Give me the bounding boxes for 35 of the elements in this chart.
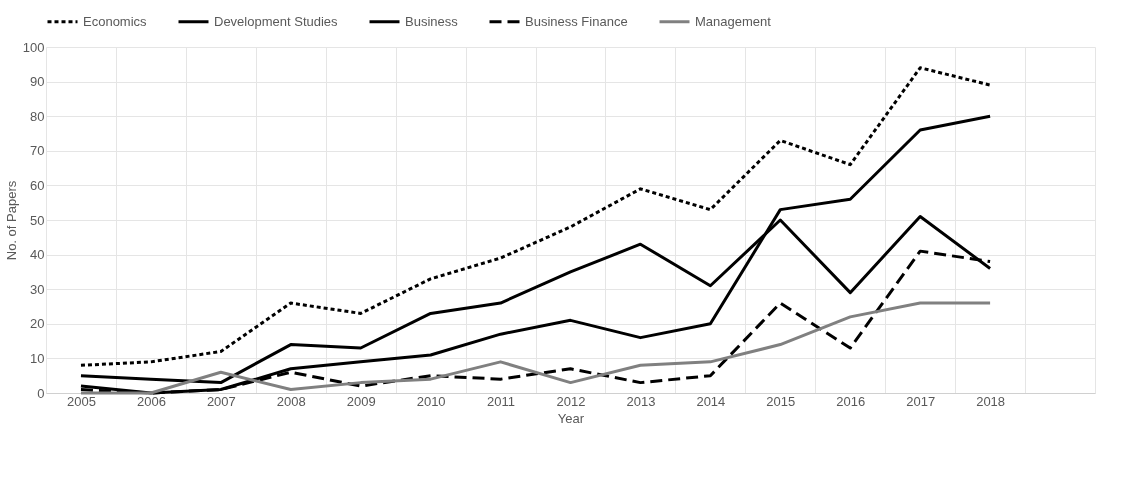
x-tick-label: 2018 (976, 393, 1006, 409)
y-tick-label: 0 (37, 385, 45, 401)
x-tick-label: 2014 (696, 393, 726, 409)
y-tick-label: 20 (30, 316, 45, 332)
x-tick-label: 2015 (766, 393, 796, 409)
legend-label: Economics (83, 13, 148, 29)
y-tick-label: 80 (30, 108, 45, 124)
y-tick-label: 30 (30, 281, 45, 297)
x-tick-label: 2016 (836, 393, 866, 409)
x-tick-label: 2011 (487, 393, 516, 409)
legend-label: Management (695, 13, 772, 29)
y-axis-title: No. of Papers (3, 180, 19, 261)
x-tick-label: 2009 (346, 393, 376, 409)
y-tick-label: 100 (22, 39, 45, 55)
x-tick-label: 2017 (906, 393, 936, 409)
x-tick-label: 2005 (67, 393, 96, 409)
x-tick-label: 2013 (626, 393, 656, 409)
legend-label: Business (405, 13, 459, 29)
x-tick-label: 2006 (136, 393, 166, 409)
x-tick-label: 2008 (276, 393, 306, 409)
legend-label: Development Studies (214, 13, 339, 29)
y-tick-label: 70 (30, 143, 45, 159)
line-series (79, 301, 992, 395)
x-tick-label: 2007 (206, 393, 236, 409)
y-tick-label: 60 (30, 177, 45, 193)
legend-label: Business Finance (525, 13, 628, 29)
x-axis-title: Year (557, 410, 585, 426)
x-tick-label: 2010 (416, 393, 446, 409)
x-tick-label: 2012 (556, 393, 586, 409)
y-tick-label: 10 (30, 350, 45, 366)
line-series (79, 114, 992, 395)
line-series (79, 66, 992, 367)
y-tick-label: 40 (30, 247, 45, 263)
y-tick-label: 50 (30, 212, 45, 228)
y-tick-label: 90 (30, 74, 45, 90)
